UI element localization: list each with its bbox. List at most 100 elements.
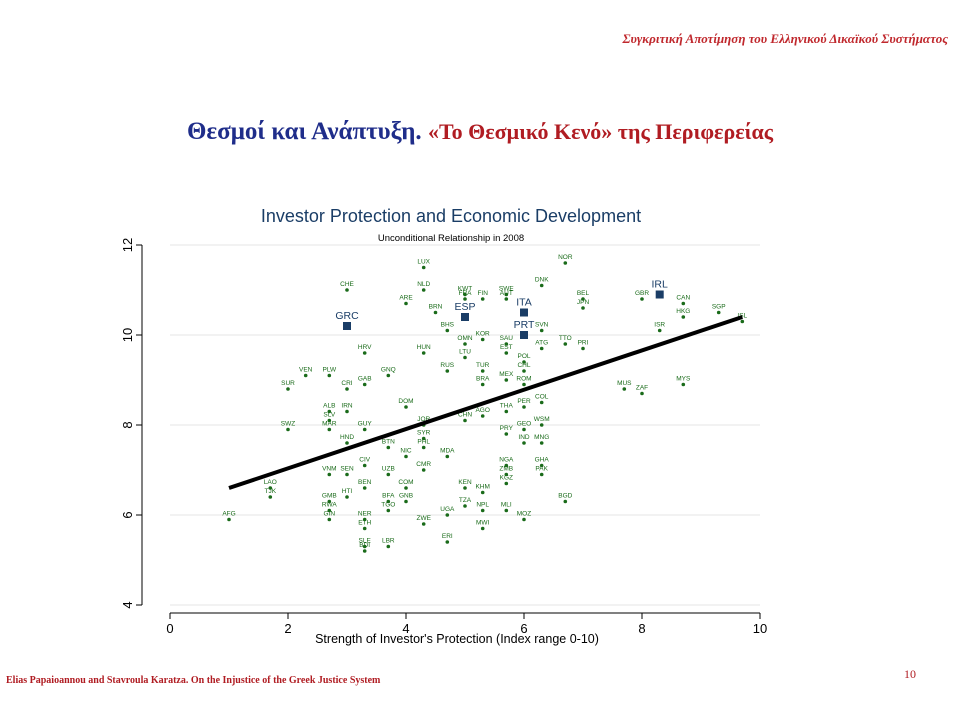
data-point bbox=[681, 315, 686, 319]
data-point bbox=[445, 454, 450, 459]
data-point-label: GBR bbox=[635, 290, 649, 297]
data-point-label: CHL bbox=[517, 362, 530, 369]
data-point-label: ATG bbox=[535, 340, 548, 347]
data-point bbox=[504, 463, 509, 468]
data-point bbox=[445, 540, 450, 544]
data-point bbox=[716, 310, 721, 315]
x-tick-label: 8 bbox=[638, 621, 645, 636]
highlight-point-label: IRL bbox=[652, 279, 669, 291]
data-point bbox=[386, 499, 391, 504]
data-point-label: TUR bbox=[476, 362, 490, 369]
data-point-label: IND bbox=[518, 434, 530, 441]
data-point-label: TJK bbox=[265, 488, 277, 495]
data-point bbox=[539, 400, 544, 405]
data-point-label: HND bbox=[340, 434, 354, 441]
data-point bbox=[362, 544, 367, 549]
data-point bbox=[681, 382, 686, 387]
fit-line bbox=[228, 315, 743, 490]
data-point bbox=[421, 265, 426, 270]
data-point bbox=[463, 292, 467, 297]
data-point bbox=[362, 382, 367, 387]
data-point bbox=[581, 346, 585, 351]
data-point-label: WSM bbox=[534, 416, 550, 423]
data-point bbox=[303, 373, 308, 378]
data-point bbox=[740, 319, 745, 324]
data-point bbox=[480, 508, 485, 513]
data-point-label: TGO bbox=[381, 502, 395, 509]
data-point-label: BDI bbox=[359, 542, 370, 549]
x-tick-label: 0 bbox=[166, 621, 173, 636]
highlight-point bbox=[520, 331, 528, 339]
data-point-label: GNB bbox=[399, 493, 413, 500]
data-point bbox=[404, 301, 408, 306]
data-point bbox=[327, 418, 332, 423]
data-point-label: IRN bbox=[341, 403, 353, 410]
data-point bbox=[539, 346, 544, 351]
data-point-label: CRI bbox=[341, 380, 352, 387]
data-point-label: DOM bbox=[398, 398, 413, 405]
data-point bbox=[539, 441, 544, 445]
data-point bbox=[480, 337, 485, 342]
data-point-label: AGO bbox=[475, 407, 489, 414]
data-point-label: MWI bbox=[476, 520, 490, 527]
data-point-label: ZWE bbox=[416, 515, 431, 522]
data-point bbox=[286, 387, 290, 391]
data-point-label: MLI bbox=[501, 502, 512, 509]
data-point bbox=[657, 328, 662, 333]
data-point-label: RUS bbox=[440, 362, 454, 369]
data-point bbox=[386, 544, 391, 549]
data-point-label: ROM bbox=[516, 376, 531, 383]
data-point-label: GEO bbox=[517, 421, 531, 428]
data-point-label: CIV bbox=[359, 457, 371, 464]
data-point bbox=[327, 517, 332, 522]
data-point-label: NOR bbox=[558, 254, 573, 261]
data-point bbox=[539, 423, 544, 427]
fit-layer bbox=[228, 315, 743, 490]
data-point bbox=[445, 369, 450, 373]
data-point-label: PLW bbox=[322, 367, 336, 374]
y-tick-label: 8 bbox=[120, 421, 135, 428]
data-point bbox=[480, 382, 485, 387]
data-point bbox=[445, 328, 450, 333]
data-point-label: RWA bbox=[322, 502, 337, 509]
data-point bbox=[504, 472, 509, 477]
data-point-label: AFG bbox=[222, 511, 235, 518]
data-point-label: MYS bbox=[676, 376, 691, 383]
data-point-label: JOR bbox=[417, 416, 430, 423]
data-point bbox=[362, 351, 367, 355]
data-point bbox=[539, 472, 544, 477]
data-point bbox=[463, 504, 467, 508]
highlight-point bbox=[520, 308, 528, 317]
data-point-label: ARE bbox=[399, 295, 413, 302]
data-point-label: BTN bbox=[382, 439, 395, 446]
data-point-label: THA bbox=[500, 403, 514, 410]
data-point bbox=[386, 445, 391, 450]
data-point bbox=[327, 373, 332, 378]
data-point bbox=[563, 261, 568, 265]
data-point bbox=[362, 463, 367, 468]
data-point bbox=[640, 391, 644, 396]
data-point-label: KHM bbox=[475, 484, 489, 491]
data-point-label: MOZ bbox=[517, 511, 531, 518]
data-point bbox=[327, 427, 332, 432]
data-point-label: EST bbox=[500, 344, 513, 351]
data-point-label: HUN bbox=[417, 344, 431, 351]
data-point-label: COL bbox=[535, 394, 549, 401]
data-point-label: SWZ bbox=[281, 421, 295, 428]
data-point-label: SLV bbox=[323, 412, 335, 419]
data-point bbox=[345, 472, 349, 477]
data-point bbox=[345, 441, 349, 445]
data-point bbox=[480, 526, 485, 531]
data-point-label: LBR bbox=[382, 538, 395, 545]
data-point-label: BRN bbox=[429, 304, 443, 311]
highlight-point-label: GRC bbox=[335, 310, 359, 322]
data-point bbox=[463, 355, 467, 360]
data-point bbox=[345, 288, 349, 292]
data-point bbox=[421, 436, 426, 441]
highlight-point bbox=[343, 322, 351, 330]
slide-header: Συγκριτική Αποτίμηση του Ελληνικού Δικαϊ… bbox=[622, 31, 948, 46]
data-point bbox=[327, 409, 332, 414]
data-point bbox=[563, 499, 568, 504]
x-tick-label: 6 bbox=[520, 621, 527, 636]
data-point-label: HKG bbox=[676, 308, 690, 315]
